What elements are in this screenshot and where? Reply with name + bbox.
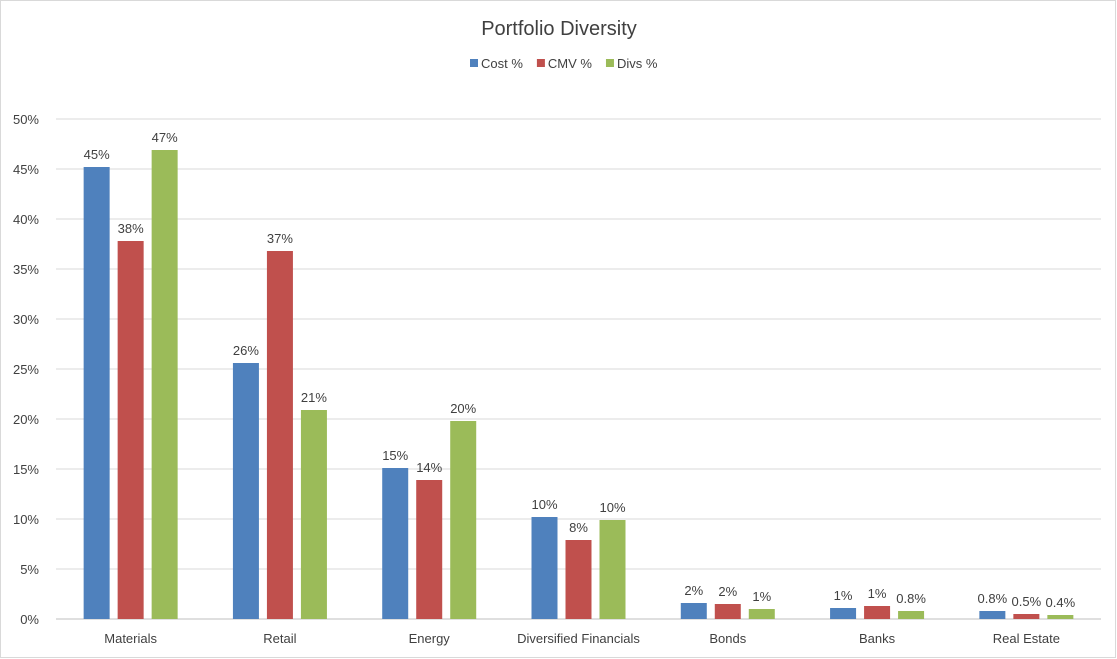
data-label: 1% bbox=[752, 589, 771, 604]
data-label: 37% bbox=[267, 231, 293, 246]
legend-swatch bbox=[470, 59, 478, 67]
x-tick-label: Retail bbox=[263, 631, 296, 646]
data-label: 38% bbox=[118, 221, 144, 236]
x-tick-label: Energy bbox=[409, 631, 451, 646]
data-label: 0.4% bbox=[1046, 595, 1076, 610]
x-tick-label: Banks bbox=[859, 631, 896, 646]
bar bbox=[680, 603, 707, 619]
legend-entry: Divs % bbox=[617, 56, 658, 71]
bar bbox=[898, 611, 925, 619]
data-label: 26% bbox=[233, 343, 259, 358]
data-label: 10% bbox=[531, 497, 557, 512]
y-axis: 0% 5% 10% 15% 20% 25% 30% 35% 40% 45% 50% bbox=[13, 112, 39, 627]
y-tick-label: 30% bbox=[13, 312, 39, 327]
bar bbox=[714, 604, 741, 619]
bar bbox=[416, 480, 443, 619]
data-label: 20% bbox=[450, 401, 476, 416]
bar bbox=[382, 468, 409, 619]
x-tick-label: Real Estate bbox=[993, 631, 1060, 646]
x-tick-label: Materials bbox=[104, 631, 157, 646]
bars bbox=[83, 150, 1074, 619]
data-label: 47% bbox=[152, 130, 178, 145]
data-label: 15% bbox=[382, 448, 408, 463]
bar bbox=[117, 241, 144, 619]
data-labels: 45% 38% 47% 26% 37% 21% 15% 14% 20% 10% 8% 10% 2% 2% 1… bbox=[84, 130, 1076, 610]
bar bbox=[1047, 615, 1074, 619]
x-axis: Materials Retail Energy Diversified Financi… bbox=[104, 631, 1060, 646]
x-tick-label: Bonds bbox=[709, 631, 746, 646]
bar bbox=[599, 520, 626, 619]
bar bbox=[450, 421, 477, 619]
y-tick-label: 25% bbox=[13, 362, 39, 377]
y-tick-label: 40% bbox=[13, 212, 39, 227]
bar bbox=[83, 167, 110, 619]
bar bbox=[266, 251, 293, 619]
data-label: 1% bbox=[834, 588, 853, 603]
bar bbox=[748, 609, 775, 619]
data-label: 2% bbox=[718, 584, 737, 599]
data-label: 1% bbox=[868, 586, 887, 601]
data-label: 8% bbox=[569, 520, 588, 535]
y-tick-label: 20% bbox=[13, 412, 39, 427]
data-label: 10% bbox=[599, 500, 625, 515]
bar bbox=[830, 608, 857, 619]
legend-entry: CMV % bbox=[548, 56, 593, 71]
data-label: 0.8% bbox=[978, 591, 1008, 606]
y-tick-label: 10% bbox=[13, 512, 39, 527]
y-tick-label: 50% bbox=[13, 112, 39, 127]
legend: Cost % CMV % Divs % bbox=[470, 56, 658, 71]
data-label: 0.5% bbox=[1012, 594, 1042, 609]
y-tick-label: 0% bbox=[20, 612, 39, 627]
bar bbox=[565, 540, 592, 619]
y-tick-label: 35% bbox=[13, 262, 39, 277]
bar bbox=[531, 517, 558, 619]
bar bbox=[151, 150, 178, 619]
x-tick-label: Diversified Financials bbox=[517, 631, 640, 646]
legend-entry: Cost % bbox=[481, 56, 523, 71]
y-tick-label: 5% bbox=[20, 562, 39, 577]
bar bbox=[864, 606, 891, 619]
gridlines bbox=[56, 118, 1101, 620]
data-label: 2% bbox=[684, 583, 703, 598]
legend-swatch bbox=[605, 59, 614, 67]
bar bbox=[979, 611, 1006, 619]
data-label: 45% bbox=[84, 147, 110, 162]
data-label: 21% bbox=[301, 390, 327, 405]
bar bbox=[232, 363, 259, 619]
y-tick-label: 15% bbox=[13, 462, 39, 477]
legend-swatch bbox=[536, 59, 545, 67]
chart-title: Portfolio Diversity bbox=[481, 18, 637, 40]
bar bbox=[1013, 614, 1040, 619]
bar bbox=[300, 410, 327, 619]
data-label: 14% bbox=[416, 460, 442, 475]
data-label: 0.8% bbox=[896, 591, 926, 606]
y-tick-label: 45% bbox=[13, 162, 39, 177]
